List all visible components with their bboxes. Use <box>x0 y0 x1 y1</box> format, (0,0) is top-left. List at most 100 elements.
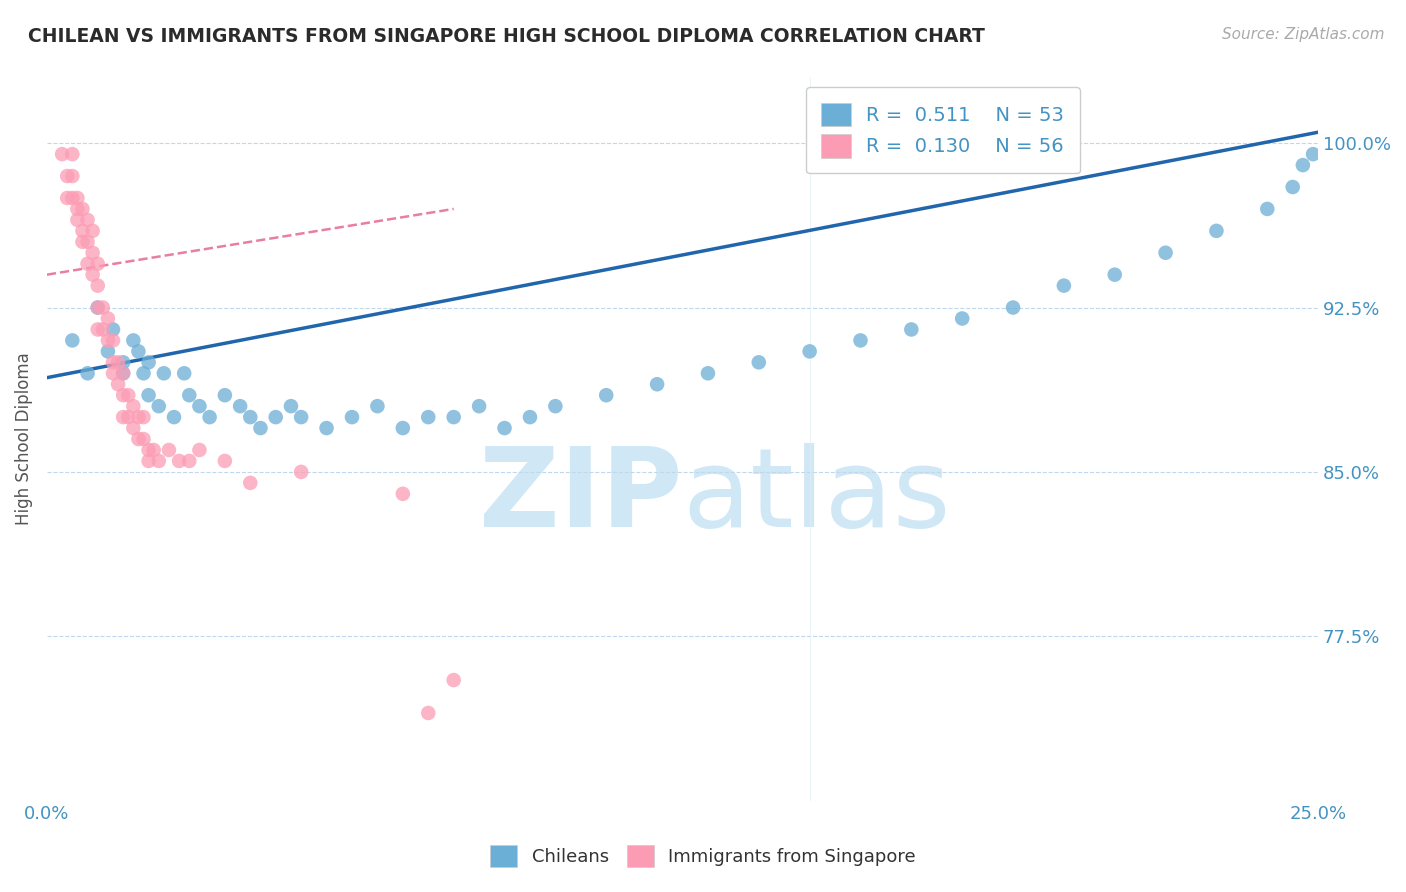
Point <box>280 399 302 413</box>
Point <box>122 334 145 348</box>
Point <box>112 388 135 402</box>
Point <box>60 169 83 183</box>
Point <box>468 399 491 413</box>
Point <box>157 442 180 457</box>
Point <box>950 311 973 326</box>
Point <box>214 454 236 468</box>
Point <box>1256 202 1278 216</box>
Point <box>290 410 312 425</box>
Point <box>900 322 922 336</box>
Point <box>87 301 110 315</box>
Point <box>173 366 195 380</box>
Point <box>1154 245 1177 260</box>
Point <box>148 454 170 468</box>
Text: atlas: atlas <box>682 443 950 550</box>
Point <box>494 421 516 435</box>
Point <box>87 278 110 293</box>
Point <box>1281 180 1303 194</box>
Text: Source: ZipAtlas.com: Source: ZipAtlas.com <box>1222 27 1385 42</box>
Point <box>138 454 160 468</box>
Point <box>418 410 440 425</box>
Point <box>66 202 89 216</box>
Point <box>340 410 363 425</box>
Point <box>392 487 415 501</box>
Point <box>72 224 94 238</box>
Point <box>127 344 149 359</box>
Point <box>315 421 337 435</box>
Point <box>239 475 262 490</box>
Point <box>1302 147 1324 161</box>
Point <box>229 399 252 413</box>
Point <box>239 410 262 425</box>
Point <box>645 377 668 392</box>
Point <box>56 191 79 205</box>
Point <box>544 399 567 413</box>
Point <box>87 322 110 336</box>
Point <box>1053 278 1076 293</box>
Point <box>1205 224 1227 238</box>
Point <box>97 334 120 348</box>
Point <box>138 388 160 402</box>
Point <box>112 366 135 380</box>
Point <box>1104 268 1126 282</box>
Point <box>1002 301 1025 315</box>
Point <box>179 388 201 402</box>
Point <box>112 355 135 369</box>
Point <box>87 257 110 271</box>
Text: ZIP: ZIP <box>479 443 682 550</box>
Point <box>519 410 541 425</box>
Legend: R =  0.511    N = 53, R =  0.130    N = 56: R = 0.511 N = 53, R = 0.130 N = 56 <box>806 87 1080 174</box>
Point <box>290 465 312 479</box>
Point <box>188 399 211 413</box>
Point <box>112 410 135 425</box>
Point <box>264 410 287 425</box>
Point <box>91 322 114 336</box>
Point <box>849 334 872 348</box>
Point <box>82 268 104 282</box>
Point <box>179 454 201 468</box>
Point <box>101 355 124 369</box>
Point <box>418 706 440 720</box>
Point <box>138 442 160 457</box>
Point <box>60 191 83 205</box>
Point <box>132 432 155 446</box>
Point <box>60 334 83 348</box>
Y-axis label: High School Diploma: High School Diploma <box>15 352 32 525</box>
Point <box>127 432 149 446</box>
Point <box>132 366 155 380</box>
Point <box>51 147 73 161</box>
Point <box>748 355 770 369</box>
Point <box>799 344 821 359</box>
Point <box>188 442 211 457</box>
Point <box>76 235 98 249</box>
Point <box>249 421 271 435</box>
Point <box>117 410 139 425</box>
Point <box>138 355 160 369</box>
Point <box>97 344 120 359</box>
Point <box>66 213 89 227</box>
Point <box>97 311 120 326</box>
Legend: Chileans, Immigrants from Singapore: Chileans, Immigrants from Singapore <box>482 838 924 874</box>
Text: CHILEAN VS IMMIGRANTS FROM SINGAPORE HIGH SCHOOL DIPLOMA CORRELATION CHART: CHILEAN VS IMMIGRANTS FROM SINGAPORE HIG… <box>28 27 986 45</box>
Point <box>127 410 149 425</box>
Point <box>82 224 104 238</box>
Point <box>595 388 617 402</box>
Point <box>112 366 135 380</box>
Point <box>56 169 79 183</box>
Point <box>167 454 190 468</box>
Point <box>697 366 720 380</box>
Point <box>60 147 83 161</box>
Point <box>101 322 124 336</box>
Point <box>132 410 155 425</box>
Point <box>148 399 170 413</box>
Point <box>107 355 129 369</box>
Point <box>153 366 176 380</box>
Point <box>214 388 236 402</box>
Point <box>122 399 145 413</box>
Point <box>122 421 145 435</box>
Point <box>91 301 114 315</box>
Point <box>82 245 104 260</box>
Point <box>107 377 129 392</box>
Point <box>72 235 94 249</box>
Point <box>76 257 98 271</box>
